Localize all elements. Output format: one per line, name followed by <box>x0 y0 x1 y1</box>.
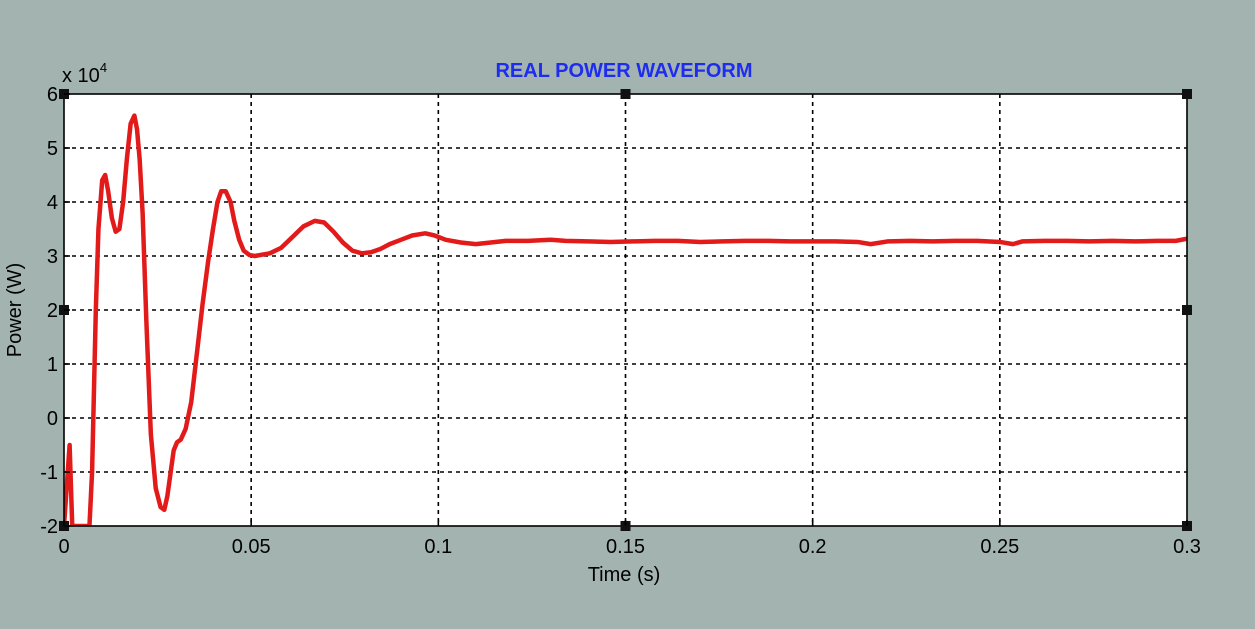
y-tick-label: -2 <box>40 516 58 538</box>
y-tick-label: 2 <box>47 300 58 322</box>
y-tick-label: 0 <box>47 408 58 430</box>
axis-marker <box>620 89 631 99</box>
y-tick-label: 6 <box>47 84 58 106</box>
x-axis-label: Time (s) <box>588 564 661 586</box>
y-tick-label: 4 <box>47 192 58 214</box>
y-tick-label: -1 <box>40 462 58 484</box>
x-tick-label: 0.15 <box>606 536 645 558</box>
x-tick-label: 0.2 <box>799 536 827 558</box>
x-tick-label: 0.1 <box>424 536 452 558</box>
y-axis-multiplier: x 104 <box>62 60 107 87</box>
axis-marker <box>1182 89 1192 99</box>
series-line-0 <box>64 113 1187 526</box>
x-tick-label: 0 <box>58 536 69 558</box>
y-tick-label: 1 <box>47 354 58 376</box>
x-tick-label: 0.05 <box>232 536 271 558</box>
x-tick-label: 0.25 <box>980 536 1019 558</box>
axis-marker <box>1182 305 1192 315</box>
chart-title: REAL POWER WAVEFORM <box>495 60 752 82</box>
y-axis-label: Power (W) <box>4 263 26 357</box>
y-multiplier-base: x 10 <box>62 65 100 87</box>
x-tick-label: 0.3 <box>1173 536 1201 558</box>
y-multiplier-exponent: 4 <box>100 60 107 75</box>
y-tick-label: 3 <box>47 246 58 268</box>
y-tick-label: 5 <box>47 138 58 160</box>
